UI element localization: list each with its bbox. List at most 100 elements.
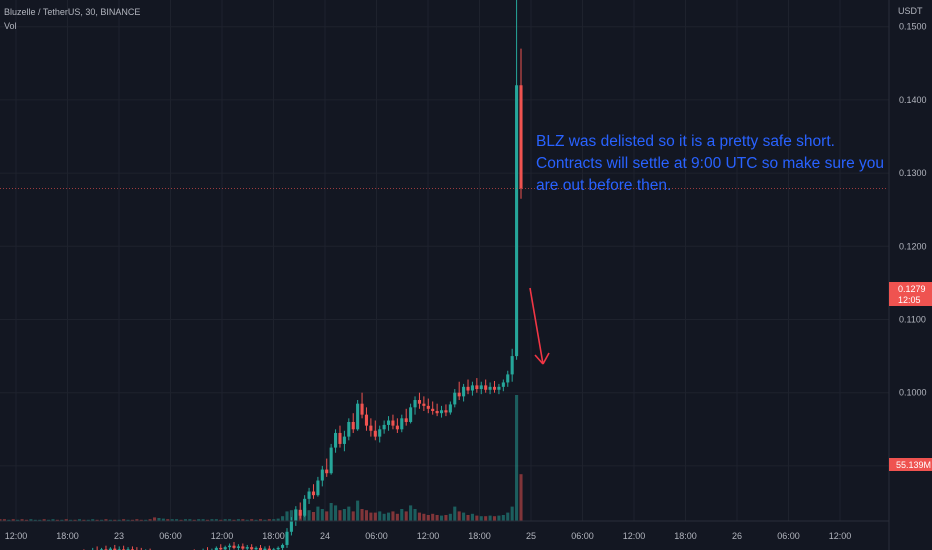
svg-text:12:05: 12:05: [898, 295, 921, 305]
candle: [263, 546, 267, 550]
down-arrow-annotation[interactable]: [529, 287, 550, 365]
candle: [395, 418, 399, 433]
candle: [241, 543, 245, 550]
candle: [400, 414, 404, 433]
volume-bar: [263, 519, 267, 521]
candle-body: [506, 374, 510, 383]
volume-bar: [479, 516, 483, 521]
x-tick-label: 12:00: [829, 531, 852, 541]
volume-bar: [342, 509, 346, 521]
candle: [140, 547, 142, 550]
x-tick-label: 06:00: [159, 531, 182, 541]
candle-body: [113, 548, 117, 550]
volume-bar: [281, 516, 285, 521]
candle: [122, 545, 126, 550]
candle-body: [431, 408, 435, 411]
y-tick-label: 0.1300: [899, 168, 927, 178]
x-tick-label: 18:00: [56, 531, 79, 541]
annotation-text[interactable]: BLZ was delisted so it is a pretty safe …: [536, 131, 896, 197]
annotation-line: Contracts will settle at 9:00 UTC so mak…: [536, 155, 885, 172]
x-tick-label: 24: [320, 531, 330, 541]
volume-bar: [356, 500, 360, 521]
chart-grid: [0, 0, 889, 521]
candle-body: [391, 420, 395, 426]
volume-bar: [395, 513, 399, 521]
candle: [117, 546, 121, 550]
candle: [448, 401, 452, 415]
volume-bar: [510, 506, 514, 521]
volume-bar: [210, 519, 214, 521]
candle: [311, 484, 316, 499]
candle: [519, 48, 523, 199]
candle: [267, 545, 271, 550]
candle-body: [422, 403, 426, 406]
candle-body: [232, 545, 236, 548]
symbol-title[interactable]: Bluzelle / TetherUS, 30, BINANCE: [4, 7, 141, 17]
volume-bar: [104, 519, 108, 521]
candle-body: [382, 424, 386, 430]
candle: [413, 396, 417, 415]
candle: [325, 458, 329, 477]
candle: [232, 542, 236, 550]
candle-body: [466, 386, 470, 391]
volume-bar: [55, 519, 59, 521]
candle-body: [475, 385, 479, 390]
volume-bar: [258, 519, 263, 521]
candle: [462, 383, 466, 402]
volume-bar: [24, 519, 29, 521]
candle: [289, 517, 293, 536]
candle: [347, 418, 351, 441]
candle: [250, 544, 254, 550]
candle: [236, 544, 240, 550]
candle: [439, 405, 444, 418]
volume-bar: [152, 517, 157, 521]
volume-bar: [2, 519, 6, 521]
volume-bar: [276, 518, 280, 521]
candle-body: [214, 547, 218, 550]
volume-bar: [417, 512, 421, 521]
candle: [113, 544, 117, 550]
volume-bar: [515, 395, 519, 521]
candle-body: [281, 544, 285, 548]
candle-body: [453, 392, 457, 405]
svg-text:55.139M: 55.139M: [896, 460, 931, 470]
candle: [223, 545, 227, 550]
candle: [488, 382, 492, 395]
candle: [386, 416, 391, 431]
candle-body: [426, 405, 430, 409]
candle-body: [444, 410, 448, 413]
volume-bar: [334, 505, 338, 521]
candle-body: [435, 411, 439, 414]
candle-body: [510, 356, 514, 375]
candle: [492, 380, 497, 393]
volume-bar: [38, 519, 42, 521]
candle-body: [404, 418, 408, 422]
candle: [228, 543, 232, 550]
volume-bar: [369, 512, 373, 521]
candle: [378, 425, 382, 443]
candle: [466, 379, 470, 395]
y-tick-label: 0.1100: [899, 315, 926, 325]
candle-body: [439, 410, 444, 414]
x-tick-label: 12:00: [623, 531, 646, 541]
candle-body: [457, 392, 461, 397]
volume-bar: [11, 519, 15, 521]
volume-indicator-label[interactable]: Vol: [4, 21, 17, 31]
volume-bar: [170, 519, 174, 521]
candle: [281, 543, 285, 550]
candle-body: [519, 85, 523, 189]
candle: [470, 381, 474, 396]
volume-bar: [347, 506, 351, 521]
candle: [404, 408, 408, 426]
candle: [303, 495, 307, 518]
volume-bar: [431, 513, 435, 521]
current-price-tag: 0.1279 12:05: [889, 282, 932, 306]
candle: [479, 381, 483, 395]
volume-bar: [161, 518, 165, 521]
candle-body: [448, 404, 452, 413]
x-tick-label: 12:00: [5, 531, 28, 541]
volume-bar: [82, 519, 86, 521]
candle: [207, 547, 209, 550]
volume-bar: [100, 519, 104, 521]
